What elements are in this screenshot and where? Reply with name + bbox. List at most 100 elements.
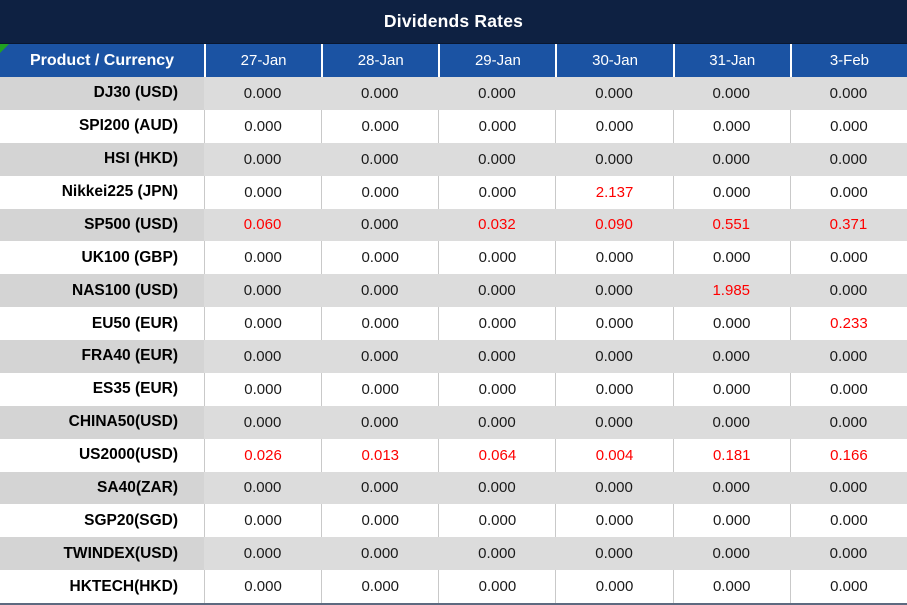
- product-cell: US2000(USD): [0, 438, 204, 472]
- table-body: DJ30 (USD) 0.000 0.000 0.000 0.000 0.000…: [0, 77, 907, 603]
- value-cell: 0.000: [555, 109, 673, 143]
- value-cell: 0.000: [789, 537, 907, 571]
- value-cell: 0.000: [555, 537, 673, 571]
- product-currency-header-label: Product / Currency: [29, 51, 175, 69]
- value-cell: 0.000: [438, 175, 556, 209]
- table-row: US2000(USD) 0.026 0.013 0.064 0.004 0.18…: [0, 438, 907, 472]
- value-cell: 1.985: [672, 274, 790, 308]
- value-cell: 0.000: [672, 307, 790, 340]
- table-row: HSI (HKD) 0.000 0.000 0.000 0.000 0.000 …: [0, 142, 907, 176]
- value-cell: 0.000: [321, 570, 439, 603]
- value-cell: 0.000: [555, 274, 673, 308]
- value-cell: 0.000: [204, 372, 322, 406]
- value-cell: 0.000: [204, 504, 322, 538]
- value-cell: 0.000: [321, 471, 439, 505]
- value-cell: 0.000: [438, 504, 556, 538]
- value-cell: 0.000: [672, 405, 790, 439]
- value-cell: 0.000: [789, 274, 907, 308]
- product-cell: SGP20(SGD): [0, 504, 204, 538]
- value-cell: 0.000: [789, 340, 907, 373]
- product-cell: Nikkei225 (JPN): [0, 175, 204, 209]
- page-title: Dividends Rates: [383, 11, 524, 31]
- value-cell: 0.000: [204, 340, 322, 373]
- value-cell: 0.371: [789, 208, 907, 242]
- value-cell: 0.166: [789, 438, 907, 472]
- product-cell: NAS100 (USD): [0, 274, 204, 308]
- value-cell: 0.000: [555, 405, 673, 439]
- value-cell: 0.000: [789, 175, 907, 209]
- value-cell: 0.000: [789, 372, 907, 406]
- value-cell: 0.233: [789, 307, 907, 340]
- value-cell: 0.000: [438, 570, 556, 603]
- value-cell: 0.000: [204, 274, 322, 308]
- value-cell: 0.000: [204, 241, 322, 275]
- value-cell: 0.000: [672, 77, 790, 110]
- table-row: CHINA50(USD) 0.000 0.000 0.000 0.000 0.0…: [0, 405, 907, 439]
- value-cell: 0.000: [204, 471, 322, 505]
- value-cell: 0.181: [672, 438, 790, 472]
- date-column-header: 27-Jan: [204, 44, 322, 77]
- table-row: SP500 (USD) 0.060 0.000 0.032 0.090 0.55…: [0, 208, 907, 242]
- table-row: UK100 (GBP) 0.000 0.000 0.000 0.000 0.00…: [0, 241, 907, 275]
- value-cell: 0.090: [555, 208, 673, 242]
- date-column-header: 31-Jan: [672, 44, 790, 77]
- value-cell: 0.000: [672, 570, 790, 603]
- value-cell: 0.000: [672, 372, 790, 406]
- value-cell: 0.004: [555, 438, 673, 472]
- date-column-header: 28-Jan: [321, 44, 439, 77]
- value-cell: 0.000: [321, 372, 439, 406]
- value-cell: 0.032: [438, 208, 556, 242]
- value-cell: 0.000: [321, 109, 439, 143]
- value-cell: 0.000: [555, 372, 673, 406]
- table-bottom-border: [0, 603, 907, 605]
- value-cell: 0.000: [438, 77, 556, 110]
- table-header-row: Product / Currency 27-Jan 28-Jan 29-Jan …: [0, 44, 907, 77]
- value-cell: 0.000: [204, 77, 322, 110]
- value-cell: 0.000: [555, 142, 673, 176]
- date-column-header: 3-Feb: [789, 44, 907, 77]
- value-cell: 0.000: [321, 274, 439, 308]
- product-cell: CHINA50(USD): [0, 405, 204, 439]
- product-cell: UK100 (GBP): [0, 241, 204, 275]
- value-cell: 0.000: [438, 537, 556, 571]
- corner-triangle-icon: [0, 44, 9, 53]
- value-cell: 0.000: [672, 537, 790, 571]
- table-row: HKTECH(HKD) 0.000 0.000 0.000 0.000 0.00…: [0, 570, 907, 603]
- value-cell: 0.000: [438, 274, 556, 308]
- product-cell: SPI200 (AUD): [0, 109, 204, 143]
- value-cell: 0.000: [321, 307, 439, 340]
- value-cell: 0.000: [672, 340, 790, 373]
- value-cell: 0.000: [789, 570, 907, 603]
- value-cell: 0.000: [555, 471, 673, 505]
- value-cell: 0.000: [438, 372, 556, 406]
- value-cell: 0.000: [438, 340, 556, 373]
- value-cell: 0.000: [789, 77, 907, 110]
- value-cell: 0.000: [321, 405, 439, 439]
- value-cell: 0.000: [204, 307, 322, 340]
- value-cell: 0.000: [321, 504, 439, 538]
- product-cell: EU50 (EUR): [0, 307, 204, 340]
- value-cell: 0.000: [321, 142, 439, 176]
- table-row: SA40(ZAR) 0.000 0.000 0.000 0.000 0.000 …: [0, 471, 907, 505]
- value-cell: 0.000: [321, 175, 439, 209]
- product-cell: TWINDEX(USD): [0, 537, 204, 571]
- table-row: EU50 (EUR) 0.000 0.000 0.000 0.000 0.000…: [0, 307, 907, 340]
- value-cell: 0.000: [438, 142, 556, 176]
- value-cell: 0.000: [672, 504, 790, 538]
- value-cell: 0.000: [672, 142, 790, 176]
- table-row: FRA40 (EUR) 0.000 0.000 0.000 0.000 0.00…: [0, 340, 907, 373]
- value-cell: 0.000: [789, 241, 907, 275]
- product-cell: FRA40 (EUR): [0, 340, 204, 373]
- value-cell: 0.000: [438, 241, 556, 275]
- value-cell: 0.000: [555, 570, 673, 603]
- value-cell: 0.000: [321, 208, 439, 242]
- value-cell: 0.060: [204, 208, 322, 242]
- table-row: DJ30 (USD) 0.000 0.000 0.000 0.000 0.000…: [0, 77, 907, 110]
- product-cell: ES35 (EUR): [0, 372, 204, 406]
- value-cell: 0.000: [438, 471, 556, 505]
- value-cell: 0.000: [555, 340, 673, 373]
- value-cell: 0.000: [321, 537, 439, 571]
- value-cell: 0.000: [672, 109, 790, 143]
- value-cell: 0.000: [204, 109, 322, 143]
- product-cell: DJ30 (USD): [0, 77, 204, 110]
